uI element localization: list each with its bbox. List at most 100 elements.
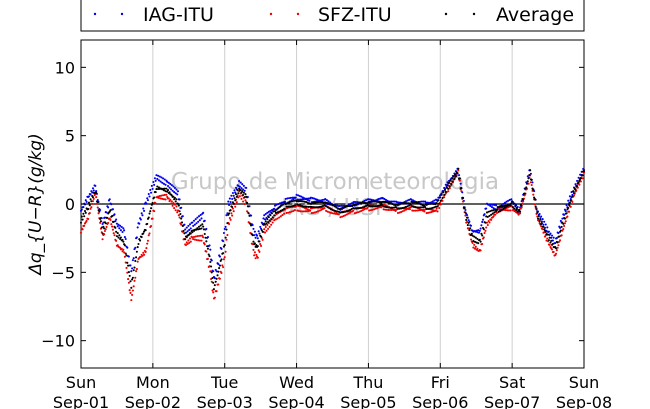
data-point bbox=[426, 203, 429, 206]
data-point bbox=[115, 235, 118, 238]
data-point bbox=[109, 218, 112, 222]
data-point bbox=[576, 184, 579, 188]
data-point bbox=[354, 203, 357, 206]
data-point bbox=[356, 201, 359, 204]
data-point bbox=[471, 234, 474, 237]
data-point bbox=[149, 210, 152, 213]
data-point bbox=[225, 214, 228, 217]
data-point bbox=[263, 223, 267, 226]
data-point bbox=[172, 195, 175, 198]
legend-entry-iag-itu: IAG-ITU bbox=[93, 4, 214, 26]
data-point bbox=[285, 205, 288, 208]
data-point bbox=[224, 225, 227, 228]
data-point bbox=[174, 209, 177, 212]
data-point bbox=[445, 186, 448, 189]
data-point bbox=[117, 223, 120, 226]
data-point bbox=[530, 183, 533, 187]
data-point bbox=[153, 183, 156, 186]
data-point bbox=[120, 225, 123, 229]
data-point bbox=[141, 254, 144, 257]
data-point bbox=[226, 222, 229, 225]
data-point bbox=[555, 249, 558, 252]
data-point bbox=[314, 201, 317, 204]
data-point bbox=[438, 202, 441, 205]
data-point bbox=[84, 199, 87, 202]
data-point bbox=[268, 225, 271, 228]
data-point bbox=[404, 202, 407, 205]
data-point bbox=[136, 246, 139, 249]
data-point bbox=[232, 210, 235, 213]
data-point bbox=[90, 206, 93, 209]
data-point bbox=[398, 211, 401, 214]
data-point bbox=[315, 206, 318, 209]
data-point bbox=[383, 197, 386, 200]
data-point bbox=[173, 196, 176, 199]
data-point bbox=[388, 208, 392, 212]
data-point bbox=[263, 214, 266, 217]
data-point bbox=[109, 209, 112, 212]
data-point bbox=[501, 204, 504, 208]
data-point bbox=[117, 236, 120, 239]
data-point bbox=[363, 199, 366, 202]
data-point bbox=[315, 210, 318, 213]
data-point bbox=[255, 234, 259, 237]
data-point bbox=[333, 209, 336, 212]
y-tick-labels: 10 5 0 −5 −10 bbox=[41, 58, 75, 350]
data-point bbox=[169, 198, 172, 201]
data-point bbox=[104, 228, 107, 231]
data-point bbox=[543, 220, 546, 223]
data-point bbox=[499, 209, 502, 212]
data-point bbox=[124, 252, 127, 255]
data-point bbox=[440, 193, 443, 196]
data-point bbox=[318, 209, 321, 212]
data-point bbox=[458, 174, 461, 177]
data-point bbox=[181, 215, 184, 218]
data-point bbox=[170, 200, 173, 203]
data-point bbox=[441, 196, 444, 200]
data-point bbox=[238, 187, 241, 190]
data-point bbox=[208, 255, 211, 258]
data-point bbox=[449, 179, 452, 182]
data-point bbox=[267, 216, 270, 219]
data-point bbox=[404, 200, 408, 203]
legend-label-iag-itu: IAG-ITU bbox=[143, 4, 214, 26]
data-point bbox=[389, 202, 392, 205]
data-point bbox=[222, 240, 225, 243]
data-point bbox=[537, 215, 540, 218]
data-point bbox=[119, 229, 122, 232]
data-point bbox=[173, 186, 176, 190]
data-point bbox=[263, 218, 267, 221]
data-point bbox=[483, 232, 486, 235]
data-point bbox=[317, 210, 320, 213]
data-point bbox=[393, 206, 396, 209]
data-point bbox=[218, 264, 221, 267]
data-point bbox=[464, 211, 467, 214]
data-point bbox=[216, 274, 219, 277]
data-point bbox=[559, 219, 562, 222]
data-point bbox=[97, 212, 100, 215]
data-point bbox=[203, 232, 206, 236]
data-point bbox=[134, 276, 137, 279]
data-point bbox=[162, 182, 165, 185]
data-point bbox=[556, 241, 559, 244]
data-point bbox=[259, 225, 262, 228]
data-point bbox=[416, 201, 419, 205]
data-point bbox=[292, 209, 295, 213]
data-point bbox=[534, 205, 537, 208]
data-point bbox=[490, 206, 494, 209]
data-point bbox=[149, 188, 152, 191]
data-point bbox=[111, 225, 114, 228]
data-point bbox=[258, 240, 261, 243]
data-point bbox=[498, 205, 501, 208]
data-point bbox=[233, 197, 236, 200]
data-point bbox=[170, 202, 173, 205]
data-point bbox=[264, 212, 267, 216]
data-point bbox=[235, 201, 238, 204]
data-point bbox=[293, 204, 296, 207]
data-point bbox=[503, 206, 507, 209]
data-point bbox=[224, 250, 227, 253]
data-point bbox=[139, 239, 142, 242]
data-point bbox=[155, 188, 158, 191]
data-point bbox=[439, 199, 442, 202]
data-point bbox=[305, 207, 308, 210]
